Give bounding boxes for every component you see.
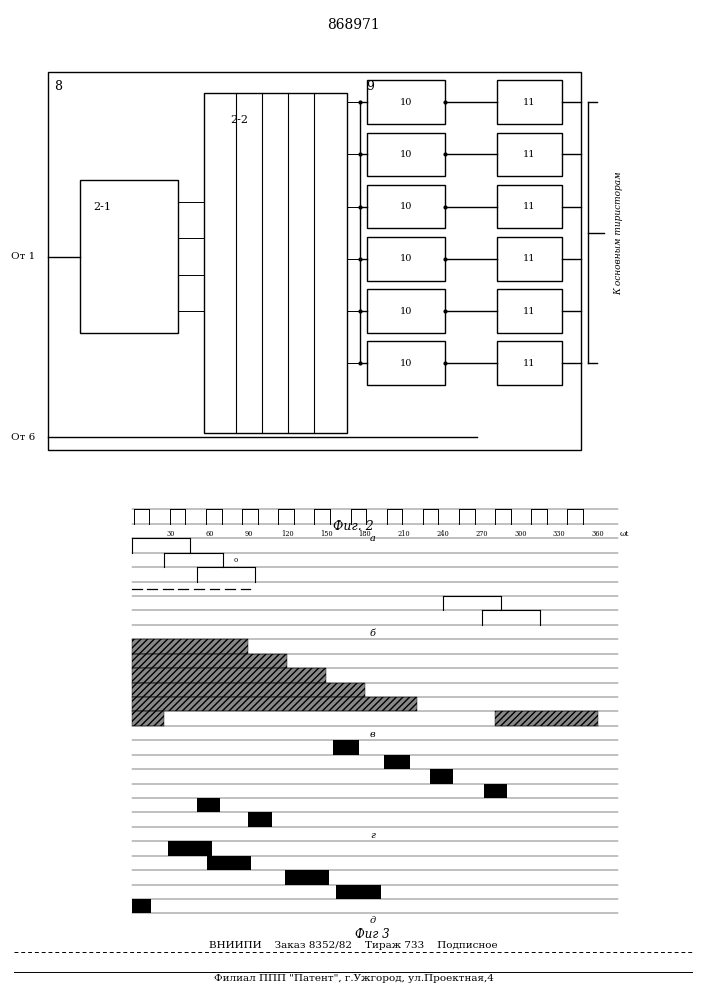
Bar — [366, 289, 445, 333]
Text: ВНИИПИ    Заказ 8352/82    Тираж 733    Подписное: ВНИИПИ Заказ 8352/82 Тираж 733 Подписное — [209, 941, 498, 950]
Bar — [197, 798, 220, 812]
Text: Филиал ППП "Патент", г.Ужгород, ул.Проектная,4: Филиал ППП "Патент", г.Ужгород, ул.Проек… — [214, 974, 493, 983]
Bar — [366, 133, 445, 176]
Bar — [81, 180, 178, 333]
Text: б: б — [370, 629, 375, 638]
Bar — [132, 668, 326, 683]
Bar — [132, 899, 151, 913]
Text: ωt: ωt — [619, 530, 629, 538]
Text: 240: 240 — [436, 530, 449, 538]
Text: 8: 8 — [54, 80, 62, 93]
Text: 10: 10 — [399, 254, 411, 263]
Text: о: о — [233, 556, 238, 564]
Bar — [366, 341, 445, 385]
Bar — [385, 755, 410, 769]
Text: К основным тиристорам: К основным тиристорам — [614, 171, 623, 295]
Text: 270: 270 — [475, 530, 488, 538]
Text: 11: 11 — [523, 359, 535, 368]
Text: 11: 11 — [523, 202, 535, 211]
Bar — [132, 639, 248, 654]
Bar — [496, 133, 561, 176]
Bar — [496, 341, 561, 385]
Text: 11: 11 — [523, 150, 535, 159]
Text: д: д — [370, 916, 376, 925]
Bar — [132, 654, 287, 668]
Bar — [132, 711, 164, 726]
Bar — [366, 237, 445, 281]
Text: 10: 10 — [399, 150, 411, 159]
Bar — [337, 885, 380, 899]
Text: От 1: От 1 — [11, 252, 35, 261]
Bar — [132, 697, 417, 711]
Text: 360: 360 — [592, 530, 604, 538]
Text: г: г — [370, 831, 375, 840]
Text: 300: 300 — [514, 530, 527, 538]
Bar — [496, 237, 561, 281]
Text: 11: 11 — [523, 306, 535, 316]
Bar — [204, 93, 347, 433]
Text: а: а — [370, 534, 375, 543]
Bar — [494, 711, 598, 726]
Text: 11: 11 — [523, 254, 535, 263]
Text: Фиг. 2: Фиг. 2 — [333, 520, 374, 533]
Bar — [496, 289, 561, 333]
Text: 60: 60 — [205, 530, 214, 538]
Bar — [132, 683, 365, 697]
Text: 10: 10 — [399, 359, 411, 368]
Text: 11: 11 — [523, 98, 535, 107]
Text: От 6: От 6 — [11, 433, 35, 442]
Bar — [207, 856, 251, 870]
Text: в: в — [370, 730, 375, 739]
Text: 10: 10 — [399, 306, 411, 316]
Text: Фиг 3: Фиг 3 — [356, 928, 390, 941]
Bar — [168, 841, 212, 856]
Bar — [248, 812, 271, 827]
Bar — [496, 80, 561, 124]
Text: 180: 180 — [358, 530, 371, 538]
Text: 2-1: 2-1 — [93, 202, 111, 212]
Bar — [48, 72, 581, 450]
Bar — [496, 185, 561, 228]
Text: 10: 10 — [399, 202, 411, 211]
Text: 9: 9 — [366, 80, 375, 93]
Bar — [285, 870, 329, 885]
Bar — [332, 740, 358, 755]
Text: 30: 30 — [167, 530, 175, 538]
Text: 210: 210 — [397, 530, 410, 538]
Text: 330: 330 — [553, 530, 566, 538]
Text: 120: 120 — [281, 530, 293, 538]
Bar — [430, 769, 453, 784]
Text: 2-2: 2-2 — [230, 115, 248, 125]
Bar — [366, 185, 445, 228]
Text: 90: 90 — [244, 530, 252, 538]
Text: 150: 150 — [320, 530, 332, 538]
Text: 10: 10 — [399, 98, 411, 107]
Bar — [366, 80, 445, 124]
Text: 868971: 868971 — [327, 18, 380, 32]
Bar — [484, 784, 508, 798]
